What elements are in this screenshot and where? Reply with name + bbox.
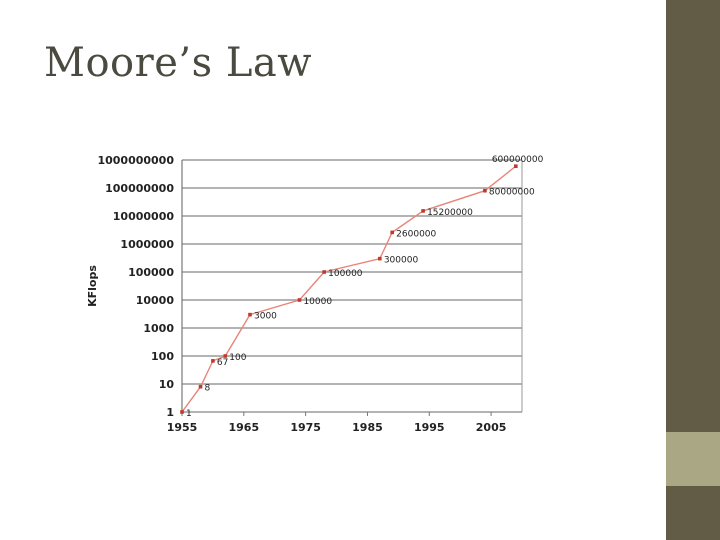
sidebar-decor-middle bbox=[666, 432, 720, 486]
data-label: 600000000 bbox=[492, 155, 544, 165]
x-tick-label: 1965 bbox=[229, 421, 260, 434]
data-label: 2600000 bbox=[396, 229, 436, 239]
data-point bbox=[211, 359, 215, 363]
data-point bbox=[421, 209, 425, 213]
y-tick-label: 1 bbox=[166, 406, 174, 419]
sidebar-decor-bottom bbox=[666, 486, 720, 540]
data-point bbox=[198, 384, 203, 389]
x-tick-label: 1985 bbox=[352, 421, 383, 434]
data-point bbox=[223, 354, 228, 358]
sidebar-decor-top bbox=[666, 0, 720, 432]
data-label: 300000 bbox=[384, 256, 419, 266]
data-point bbox=[378, 256, 382, 261]
x-tick-label: 2005 bbox=[476, 421, 507, 434]
y-tick-label: 1000 bbox=[143, 322, 174, 335]
data-point bbox=[297, 298, 302, 302]
data-label: 10000 bbox=[303, 297, 332, 307]
data-label: 80000000 bbox=[489, 188, 535, 198]
slide-title: Moore’s Law bbox=[44, 40, 313, 86]
x-tick-label: 1975 bbox=[290, 421, 321, 434]
x-tick-label: 1995 bbox=[414, 421, 445, 434]
label-layer: 1 8 67 100 3000 10000 100000 300000 2600000 15200… bbox=[186, 155, 544, 419]
y-tick-label: 10 bbox=[159, 378, 175, 391]
data-point bbox=[322, 270, 326, 274]
data-point bbox=[390, 230, 394, 235]
chart-container: 1 10 100 1000 10000 100000 1000000 10000000 1000… bbox=[80, 144, 552, 448]
y-tick-label: 1000000000 bbox=[97, 154, 174, 167]
y-tick-label: 10000000 bbox=[113, 210, 175, 223]
moores-law-chart: 1 10 100 1000 10000 100000 1000000 10000000 1000… bbox=[86, 154, 544, 434]
data-label: 1 bbox=[186, 409, 192, 419]
grid-layer bbox=[182, 159, 522, 413]
data-point bbox=[248, 312, 252, 317]
data-label: 100 bbox=[229, 353, 246, 363]
data-label: 67 bbox=[217, 358, 228, 368]
data-point bbox=[514, 164, 518, 169]
y-tick-label: 100000000 bbox=[105, 182, 174, 195]
axis-layer: 1 10 100 1000 10000 100000 1000000 10000000 1000… bbox=[97, 154, 523, 434]
y-axis-label: KFlops bbox=[86, 265, 99, 307]
y-tick-label: 100 bbox=[151, 350, 174, 363]
x-tick-label: 1955 bbox=[167, 421, 198, 434]
y-tick-label: 10000 bbox=[136, 294, 175, 307]
data-label: 3000 bbox=[254, 312, 277, 322]
data-label: 15200000 bbox=[427, 208, 473, 218]
data-label: 8 bbox=[205, 384, 211, 394]
data-point bbox=[483, 188, 487, 193]
y-tick-label: 100000 bbox=[128, 266, 174, 279]
y-tick-label: 1000000 bbox=[120, 238, 174, 251]
series-layer bbox=[180, 164, 518, 414]
data-label: 100000 bbox=[328, 269, 363, 279]
data-point bbox=[180, 410, 184, 414]
series-line bbox=[181, 165, 517, 413]
